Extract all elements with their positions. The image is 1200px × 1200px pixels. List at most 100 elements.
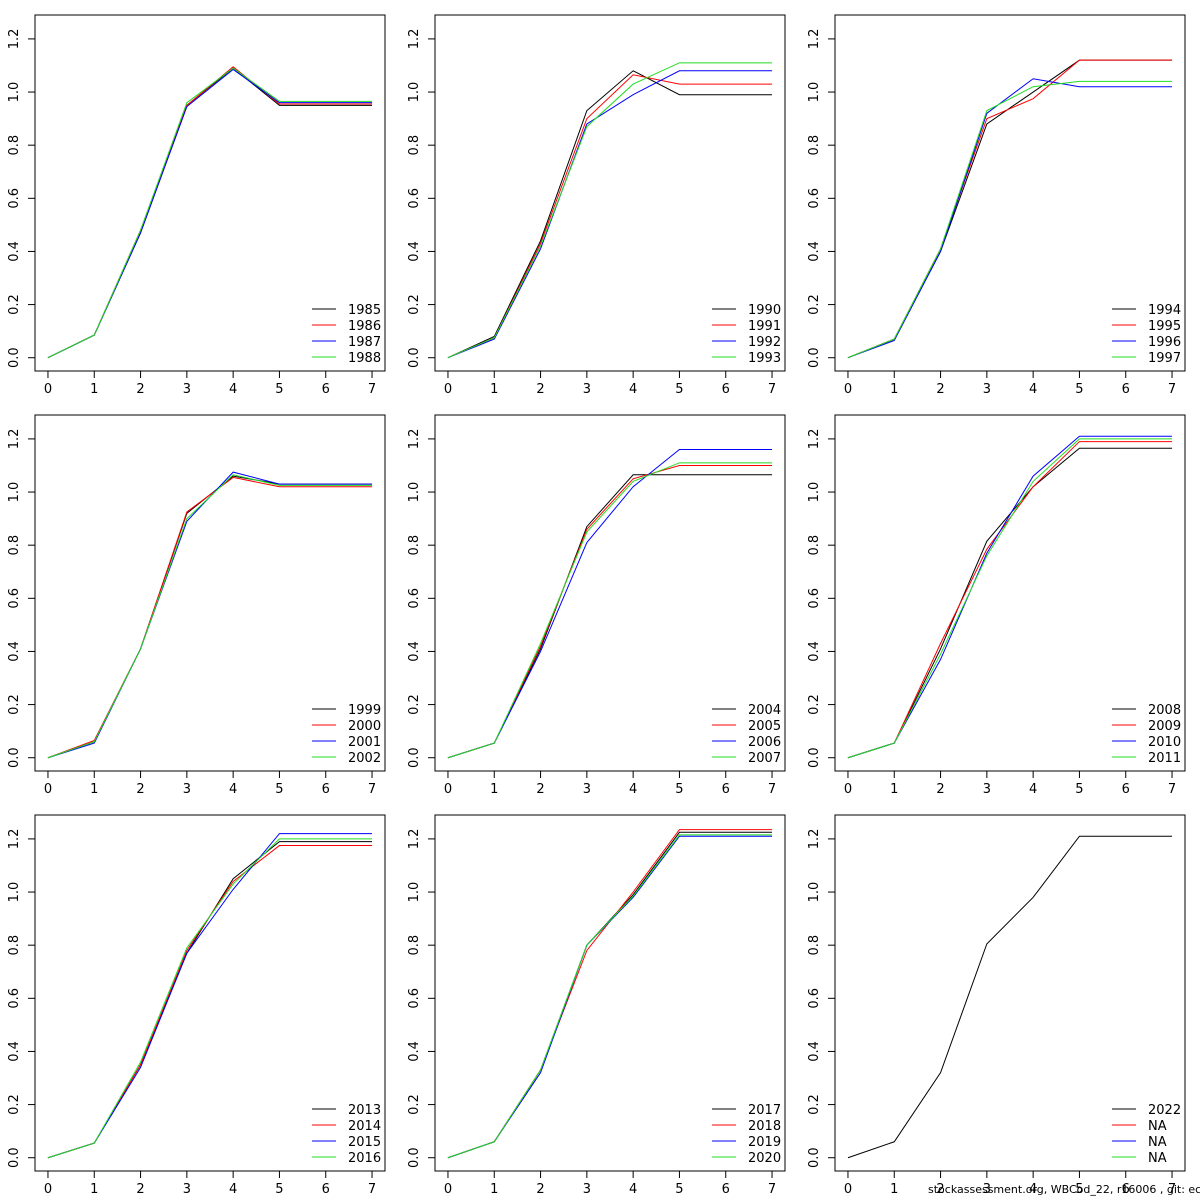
x-tick-label: 7 bbox=[368, 1182, 376, 1197]
y-tick-label: 1.0 bbox=[7, 482, 22, 503]
y-tick-label: 0.4 bbox=[407, 641, 422, 662]
x-tick-label: 3 bbox=[583, 1182, 591, 1197]
series-line bbox=[447, 449, 773, 759]
x-tick-label: 1 bbox=[890, 382, 898, 397]
x-tick-label: 4 bbox=[229, 782, 237, 797]
x-tick-label: 0 bbox=[844, 782, 852, 797]
y-tick-label: 0.8 bbox=[807, 935, 822, 956]
x-tick-label: 7 bbox=[768, 782, 776, 797]
series-line bbox=[47, 838, 373, 1159]
x-tick-label: 7 bbox=[768, 382, 776, 397]
legend-label: 2019 bbox=[748, 1135, 781, 1150]
series-line bbox=[47, 471, 373, 759]
y-tick-label: 0.6 bbox=[807, 588, 822, 609]
y-tick-label: 1.0 bbox=[7, 82, 22, 103]
x-tick-label: 1 bbox=[890, 1182, 898, 1197]
x-tick-label: 6 bbox=[322, 782, 330, 797]
y-tick-label: 1.2 bbox=[7, 829, 22, 850]
x-tick-label: 0 bbox=[44, 782, 52, 797]
series-line bbox=[47, 67, 373, 359]
x-tick-label: 6 bbox=[322, 1182, 330, 1197]
y-tick-label: 1.2 bbox=[407, 29, 422, 50]
x-tick-label: 2 bbox=[536, 782, 544, 797]
legend-label: 2022 bbox=[1148, 1103, 1181, 1118]
y-tick-label: 0.0 bbox=[807, 1147, 822, 1168]
y-tick-label: 1.0 bbox=[7, 882, 22, 903]
y-tick-label: 1.0 bbox=[407, 882, 422, 903]
y-tick-label: 0.4 bbox=[807, 1041, 822, 1062]
y-tick-label: 0.6 bbox=[407, 988, 422, 1009]
y-tick-label: 0.6 bbox=[7, 988, 22, 1009]
plot-frame bbox=[434, 814, 786, 1172]
x-tick-label: 2 bbox=[136, 1182, 144, 1197]
legend-label: 2009 bbox=[1148, 719, 1181, 734]
y-tick-label: 0.8 bbox=[7, 135, 22, 156]
series-line bbox=[447, 70, 773, 359]
x-tick-label: 5 bbox=[675, 382, 683, 397]
legend-label: 2007 bbox=[748, 751, 781, 766]
x-tick-label: 6 bbox=[1122, 1182, 1130, 1197]
x-tick-label: 4 bbox=[229, 1182, 237, 1197]
legend-label: NA bbox=[1148, 1135, 1167, 1150]
y-tick-label: 0.8 bbox=[7, 935, 22, 956]
x-tick-label: 6 bbox=[1122, 782, 1130, 797]
x-tick-label: 1 bbox=[490, 382, 498, 397]
plot-frame bbox=[434, 414, 786, 772]
panel: 0 1 2 3 4 5 6 70.00.20.40.60.81.01.219941995199… bbox=[807, 14, 1186, 397]
legend-label: 1987 bbox=[348, 335, 381, 350]
legend-label: 1985 bbox=[348, 303, 381, 318]
x-tick-label: 3 bbox=[183, 1182, 191, 1197]
series-line bbox=[847, 441, 1173, 759]
legend-label: 2013 bbox=[348, 1103, 381, 1118]
y-tick-label: 0.2 bbox=[807, 294, 822, 315]
legend-label: 1988 bbox=[348, 351, 381, 366]
y-tick-label: 1.0 bbox=[407, 82, 422, 103]
series-line bbox=[847, 835, 1173, 1159]
x-tick-label: 5 bbox=[675, 1182, 683, 1197]
legend-label: 1990 bbox=[748, 303, 781, 318]
series-line bbox=[47, 474, 373, 759]
legend-label: 1994 bbox=[1148, 303, 1181, 318]
legend-label: 1993 bbox=[748, 351, 781, 366]
y-tick-label: 0.2 bbox=[7, 1094, 22, 1115]
x-tick-label: 5 bbox=[675, 782, 683, 797]
panel: 0 1 2 3 4 5 6 70.00.20.40.60.81.01.219851986198… bbox=[7, 14, 386, 397]
x-tick-label: 0 bbox=[444, 1182, 452, 1197]
y-tick-label: 1.2 bbox=[807, 29, 822, 50]
y-tick-label: 1.2 bbox=[807, 429, 822, 450]
y-tick-label: 0.2 bbox=[407, 694, 422, 715]
x-tick-label: 7 bbox=[368, 782, 376, 797]
y-tick-label: 1.2 bbox=[7, 29, 22, 50]
x-tick-label: 2 bbox=[936, 382, 944, 397]
series-line bbox=[847, 80, 1173, 359]
plot-frame bbox=[34, 14, 386, 372]
y-tick-label: 0.4 bbox=[7, 641, 22, 662]
x-tick-label: 0 bbox=[44, 382, 52, 397]
y-tick-label: 0.4 bbox=[407, 1041, 422, 1062]
x-tick-label: 2 bbox=[536, 1182, 544, 1197]
x-tick-label: 1 bbox=[490, 1182, 498, 1197]
x-tick-label: 1 bbox=[90, 1182, 98, 1197]
plot-frame bbox=[34, 814, 386, 1172]
x-tick-label: 3 bbox=[983, 782, 991, 797]
series-line bbox=[847, 59, 1173, 359]
x-tick-label: 3 bbox=[983, 382, 991, 397]
x-tick-label: 5 bbox=[1075, 1182, 1083, 1197]
x-tick-label: 3 bbox=[183, 382, 191, 397]
series-line bbox=[47, 475, 373, 759]
legend-label: 2010 bbox=[1148, 735, 1181, 750]
y-tick-label: 0.2 bbox=[407, 1094, 422, 1115]
panel: 0 1 2 3 4 5 6 7 0.0 0.2 0.4 0.6 0.8 1.0 1.2 20172018201… bbox=[407, 814, 786, 1197]
x-tick-label: 7 bbox=[1168, 382, 1176, 397]
plot-frame bbox=[834, 814, 1186, 1172]
y-tick-label: 0.4 bbox=[407, 241, 422, 262]
series-line bbox=[47, 67, 373, 359]
legend-label: NA bbox=[1148, 1151, 1167, 1166]
legend-label: 1995 bbox=[1148, 319, 1181, 334]
y-tick-label: 0.8 bbox=[407, 135, 422, 156]
series-line bbox=[847, 438, 1173, 759]
y-tick-label: 1.0 bbox=[807, 882, 822, 903]
legend-label: 2006 bbox=[748, 735, 781, 750]
legend-label: 2002 bbox=[348, 751, 381, 766]
